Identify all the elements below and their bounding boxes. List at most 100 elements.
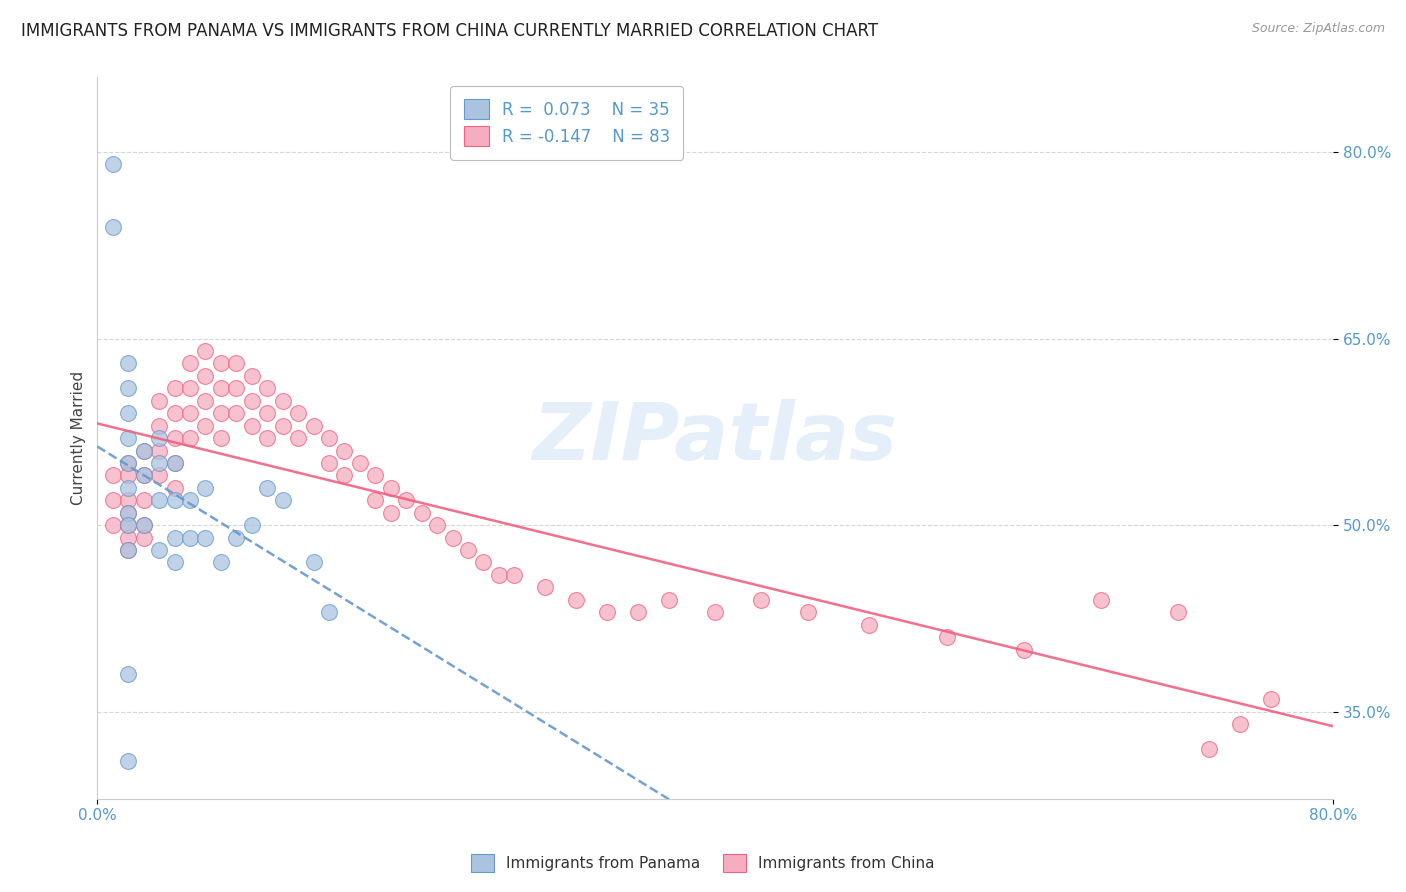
Point (148, 431, 170, 445)
Point (117, 431, 139, 445)
Point (488, 568, 510, 582)
Point (148, 543, 170, 558)
Point (117, 543, 139, 558)
Point (333, 468, 356, 483)
Point (364, 468, 387, 483)
Point (117, 518, 139, 533)
Point (194, 418, 217, 433)
Point (194, 531, 217, 545)
Point (194, 393, 217, 408)
Point (751, 592, 773, 607)
Point (148, 443, 170, 458)
Text: IMMIGRANTS FROM PANAMA VS IMMIGRANTS FROM CHINA CURRENTLY MARRIED CORRELATION CH: IMMIGRANTS FROM PANAMA VS IMMIGRANTS FRO… (21, 22, 879, 40)
Point (148, 393, 170, 408)
Point (271, 493, 294, 508)
Point (194, 481, 217, 495)
Point (101, 493, 124, 508)
Point (225, 406, 247, 420)
Point (1090, 592, 1112, 607)
Point (117, 456, 139, 470)
Text: Source: ZipAtlas.com: Source: ZipAtlas.com (1251, 22, 1385, 36)
Point (163, 556, 186, 570)
Point (117, 667, 139, 681)
Point (209, 431, 232, 445)
Point (117, 543, 139, 558)
Point (256, 406, 278, 420)
Point (240, 393, 263, 408)
Point (1198, 742, 1220, 756)
Point (333, 443, 356, 458)
Point (302, 418, 325, 433)
Point (209, 356, 232, 370)
Point (117, 468, 139, 483)
Point (101, 219, 124, 234)
Point (318, 605, 340, 619)
Point (240, 518, 263, 533)
Point (117, 493, 139, 508)
Point (117, 755, 139, 769)
Point (935, 630, 957, 644)
Point (349, 456, 371, 470)
Point (117, 356, 139, 370)
Point (302, 556, 325, 570)
Point (132, 518, 155, 533)
Point (704, 605, 727, 619)
Point (179, 431, 201, 445)
Text: ZIPatlas: ZIPatlas (533, 399, 897, 477)
Point (256, 381, 278, 395)
Point (163, 493, 186, 508)
Legend: Immigrants from Panama, Immigrants from China: Immigrants from Panama, Immigrants from … (464, 846, 942, 880)
Point (256, 431, 278, 445)
Point (163, 431, 186, 445)
Point (441, 531, 464, 545)
Point (148, 418, 170, 433)
Point (194, 344, 217, 359)
Point (117, 518, 139, 533)
Point (287, 431, 309, 445)
Point (132, 443, 155, 458)
Point (179, 531, 201, 545)
Point (271, 418, 294, 433)
Point (503, 568, 526, 582)
Point (132, 493, 155, 508)
Point (209, 406, 232, 420)
Point (117, 406, 139, 420)
Point (163, 406, 186, 420)
Point (163, 381, 186, 395)
Point (179, 381, 201, 395)
Point (148, 468, 170, 483)
Point (240, 418, 263, 433)
Point (318, 456, 340, 470)
Point (596, 605, 619, 619)
Point (240, 368, 263, 383)
Point (194, 368, 217, 383)
Point (209, 381, 232, 395)
Point (380, 481, 402, 495)
Point (117, 456, 139, 470)
Point (148, 493, 170, 508)
Point (395, 493, 418, 508)
Point (163, 456, 186, 470)
Point (225, 381, 247, 395)
Point (179, 406, 201, 420)
Point (132, 468, 155, 483)
Point (117, 381, 139, 395)
Point (179, 356, 201, 370)
Point (132, 468, 155, 483)
Point (858, 617, 880, 632)
Point (271, 393, 294, 408)
Y-axis label: Currently Married: Currently Married (72, 371, 86, 505)
Point (163, 531, 186, 545)
Point (627, 605, 650, 619)
Point (364, 493, 387, 508)
Point (117, 531, 139, 545)
Point (163, 481, 186, 495)
Point (534, 580, 557, 594)
Point (457, 543, 479, 558)
Point (318, 431, 340, 445)
Point (225, 531, 247, 545)
Point (256, 481, 278, 495)
Point (117, 506, 139, 520)
Point (101, 157, 124, 171)
Point (472, 556, 495, 570)
